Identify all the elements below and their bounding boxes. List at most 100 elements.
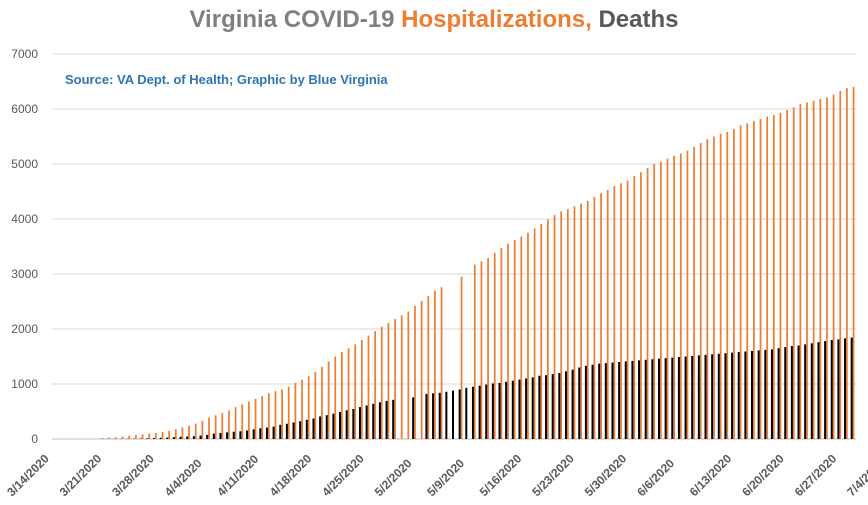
- deaths-bar: [770, 349, 773, 439]
- deaths-bar: [179, 436, 182, 439]
- x-tick-label: 5/9/2020: [424, 456, 467, 499]
- x-tick-label: 4/25/2020: [319, 451, 367, 499]
- deaths-bar: [737, 352, 740, 439]
- deaths-bar: [159, 437, 162, 439]
- hospitalizations-bar: [533, 228, 536, 439]
- x-tick-label: 6/20/2020: [739, 451, 787, 499]
- x-tick-label: 6/13/2020: [687, 451, 735, 499]
- chart-title-part-virginia: Virginia COVID-19: [189, 6, 402, 33]
- deaths-bar: [153, 438, 155, 439]
- deaths-bar: [538, 375, 541, 439]
- hospitalizations-bar: [440, 287, 443, 439]
- hospitalizations-bar: [766, 116, 769, 439]
- deaths-bar: [598, 363, 601, 439]
- deaths-bar: [292, 422, 295, 439]
- hospitalizations-bar: [307, 376, 310, 439]
- hospitalizations-bar: [719, 133, 722, 439]
- deaths-bar: [206, 434, 209, 440]
- hospitalizations-bar: [852, 87, 855, 439]
- deaths-bar: [724, 353, 727, 439]
- hospitalizations-bar: [653, 164, 656, 439]
- hospitalizations-bar: [148, 433, 151, 439]
- hospitalizations-bar: [560, 211, 563, 439]
- deaths-bar: [844, 338, 847, 439]
- hospitalizations-bar: [460, 276, 463, 439]
- hospitalizations-bar: [394, 319, 396, 439]
- deaths-bar: [186, 436, 189, 439]
- deaths-bar: [671, 357, 674, 439]
- deaths-bar: [358, 407, 361, 439]
- hospitalizations-bar: [241, 404, 244, 439]
- hospitalizations-bar: [281, 389, 283, 439]
- deaths-bar: [319, 416, 322, 439]
- hospitalizations-bar: [414, 305, 416, 439]
- deaths-bar: [392, 399, 395, 439]
- deaths-bar: [664, 358, 667, 439]
- x-tick-label: 6/6/2020: [634, 456, 677, 499]
- hospitalizations-bar: [832, 94, 835, 439]
- hospitalizations-bar: [620, 183, 622, 439]
- hospitalizations-bar: [480, 261, 483, 439]
- chart-title-part-deaths: Deaths: [591, 6, 679, 33]
- hospitalizations-bar: [208, 417, 210, 439]
- hospitalizations-bar: [161, 431, 164, 439]
- hospitalizations-bar: [626, 180, 629, 439]
- deaths-bar: [837, 339, 840, 439]
- hospitalizations-bar: [812, 100, 815, 439]
- deaths-bar: [432, 393, 435, 439]
- deaths-bar: [259, 428, 262, 439]
- hospitalizations-bar: [473, 264, 476, 439]
- hospitalizations-bar: [679, 153, 682, 440]
- hospitalizations-bar: [772, 115, 775, 440]
- deaths-bar: [226, 432, 229, 439]
- deaths-bar: [239, 431, 242, 439]
- deaths-bar: [691, 355, 694, 439]
- x-tick-label: 4/11/2020: [214, 452, 261, 499]
- hospitalizations-bar: [341, 352, 343, 439]
- deaths-bar: [139, 438, 142, 439]
- deaths-bar: [199, 435, 202, 439]
- y-tick-label: 7000: [11, 47, 38, 61]
- y-tick-label: 3000: [11, 267, 38, 281]
- hospitalizations-bar: [327, 361, 330, 439]
- deaths-bar: [731, 352, 734, 439]
- deaths-bar: [711, 354, 714, 439]
- hospitalizations-bar: [135, 435, 137, 439]
- x-tick-label: 3/21/2020: [57, 451, 105, 499]
- deaths-bar: [558, 373, 561, 439]
- hospitalizations-bar: [141, 434, 144, 439]
- hospitalizations-bar: [826, 97, 828, 439]
- hospitalizations-bar: [806, 102, 808, 440]
- hospitalizations-bar: [400, 315, 403, 439]
- hospitalizations-bar: [786, 110, 788, 439]
- deaths-bar: [365, 405, 368, 439]
- x-tick-label: 5/2/2020: [372, 456, 415, 499]
- deaths-bar: [511, 380, 514, 439]
- deaths-bar: [545, 375, 548, 439]
- hospitalizations-bar: [733, 128, 735, 440]
- deaths-bar: [465, 387, 468, 439]
- hospitalizations-bar: [547, 219, 549, 439]
- deaths-bar: [471, 386, 474, 439]
- deaths-bar: [325, 415, 328, 439]
- hospitalizations-bar: [527, 232, 529, 439]
- deaths-bar: [246, 430, 249, 439]
- hospitalizations-bar: [759, 118, 762, 440]
- hospitalizations-bar: [101, 438, 104, 439]
- deaths-bar: [518, 379, 521, 439]
- hospitalizations-bar: [792, 107, 795, 439]
- hospitalizations-bar: [553, 215, 556, 439]
- hospitalizations-bar: [380, 326, 383, 439]
- hospitalizations-bar: [646, 167, 649, 439]
- x-tick-label: 5/30/2020: [582, 451, 630, 499]
- deaths-bar: [339, 412, 342, 439]
- hospitalizations-bar: [606, 189, 609, 439]
- deaths-bar: [219, 433, 222, 439]
- hospitalizations-bar: [427, 296, 430, 439]
- deaths-bar: [458, 389, 461, 439]
- hospitalizations-bar: [640, 172, 642, 439]
- chart-title: Virginia COVID-19 Hospitalizations, Deat…: [0, 6, 868, 34]
- hospitalizations-bar: [487, 258, 489, 439]
- deaths-bar: [790, 346, 793, 439]
- y-tick-label: 6000: [11, 102, 38, 116]
